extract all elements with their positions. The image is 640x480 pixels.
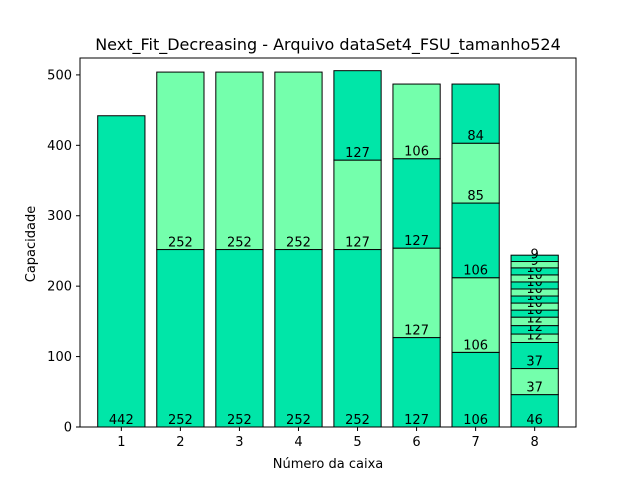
x-tick-label: 2 <box>176 435 184 450</box>
x-ticks-group: 1 2 3 4 5 6 7 8 <box>117 427 539 450</box>
bar-segment <box>156 71 205 251</box>
x-tick-label: 5 <box>353 435 361 450</box>
segment-label: 37 <box>526 381 543 396</box>
bars-group: 442 252 252 252 252 252 252 252 127 127 127 127 127 1… <box>97 70 559 428</box>
bar-segment <box>392 337 441 428</box>
segment-label: 127 <box>404 234 429 249</box>
bar-segment <box>274 249 323 428</box>
y-tick-label: 500 <box>47 68 72 83</box>
segment-label: 252 <box>286 413 311 428</box>
bar-segment <box>392 247 441 339</box>
segment-label: 127 <box>404 324 429 339</box>
segment-label: 84 <box>467 129 484 144</box>
segment-label: 252 <box>168 413 193 428</box>
segment-label: 85 <box>467 189 484 204</box>
segment-label: 252 <box>345 413 370 428</box>
bar-segment <box>215 71 264 251</box>
bar-segment <box>97 115 146 428</box>
y-axis-label: Capacidade <box>24 206 39 283</box>
segment-label: 252 <box>168 236 193 251</box>
x-tick-label: 6 <box>412 435 420 450</box>
segment-label: 442 <box>109 413 134 428</box>
bar-segment <box>274 71 323 251</box>
bar-segment <box>451 83 500 144</box>
bar-segment <box>451 277 500 353</box>
y-tick-label: 400 <box>47 139 72 154</box>
segment-label: 252 <box>286 236 311 251</box>
y-ticks-group: 0 100 200 300 400 500 <box>47 68 80 436</box>
segment-label: 106 <box>463 338 488 353</box>
segment-label: 127 <box>404 413 429 428</box>
bar-segment <box>392 83 441 160</box>
bar-segment <box>392 158 441 249</box>
segment-label: 9 <box>531 248 539 263</box>
bar-segment <box>156 249 205 428</box>
segment-label: 106 <box>463 264 488 279</box>
x-tick-label: 3 <box>235 435 243 450</box>
segment-label: 46 <box>526 413 543 428</box>
bar-segment <box>510 254 559 263</box>
bar-segment <box>215 249 264 428</box>
y-tick-label: 100 <box>47 350 72 365</box>
segment-label: 106 <box>404 145 429 160</box>
bar-segment <box>510 394 559 428</box>
segment-label: 127 <box>345 146 370 161</box>
y-tick-label: 0 <box>64 421 72 436</box>
x-axis-label: Número da caixa <box>273 457 384 472</box>
segment-label: 127 <box>345 236 370 251</box>
segment-label: 37 <box>526 355 543 370</box>
bar-segment <box>333 249 382 428</box>
plot-frame <box>79 57 577 428</box>
bar-segment <box>333 70 382 161</box>
bar-segment <box>510 341 559 370</box>
x-tick-label: 1 <box>117 435 125 450</box>
bar-segment <box>333 159 382 251</box>
x-tick-label: 8 <box>531 435 539 450</box>
y-tick-label: 200 <box>47 280 72 295</box>
x-tick-label: 7 <box>471 435 479 450</box>
segment-label: 252 <box>227 236 252 251</box>
x-tick-label: 4 <box>294 435 302 450</box>
segment-label: 106 <box>463 413 488 428</box>
bar-segment <box>451 351 500 428</box>
chart-title: Next_Fit_Decreasing - Arquivo dataSet4_F… <box>95 35 561 55</box>
segment-label: 252 <box>227 413 252 428</box>
y-tick-label: 300 <box>47 209 72 224</box>
